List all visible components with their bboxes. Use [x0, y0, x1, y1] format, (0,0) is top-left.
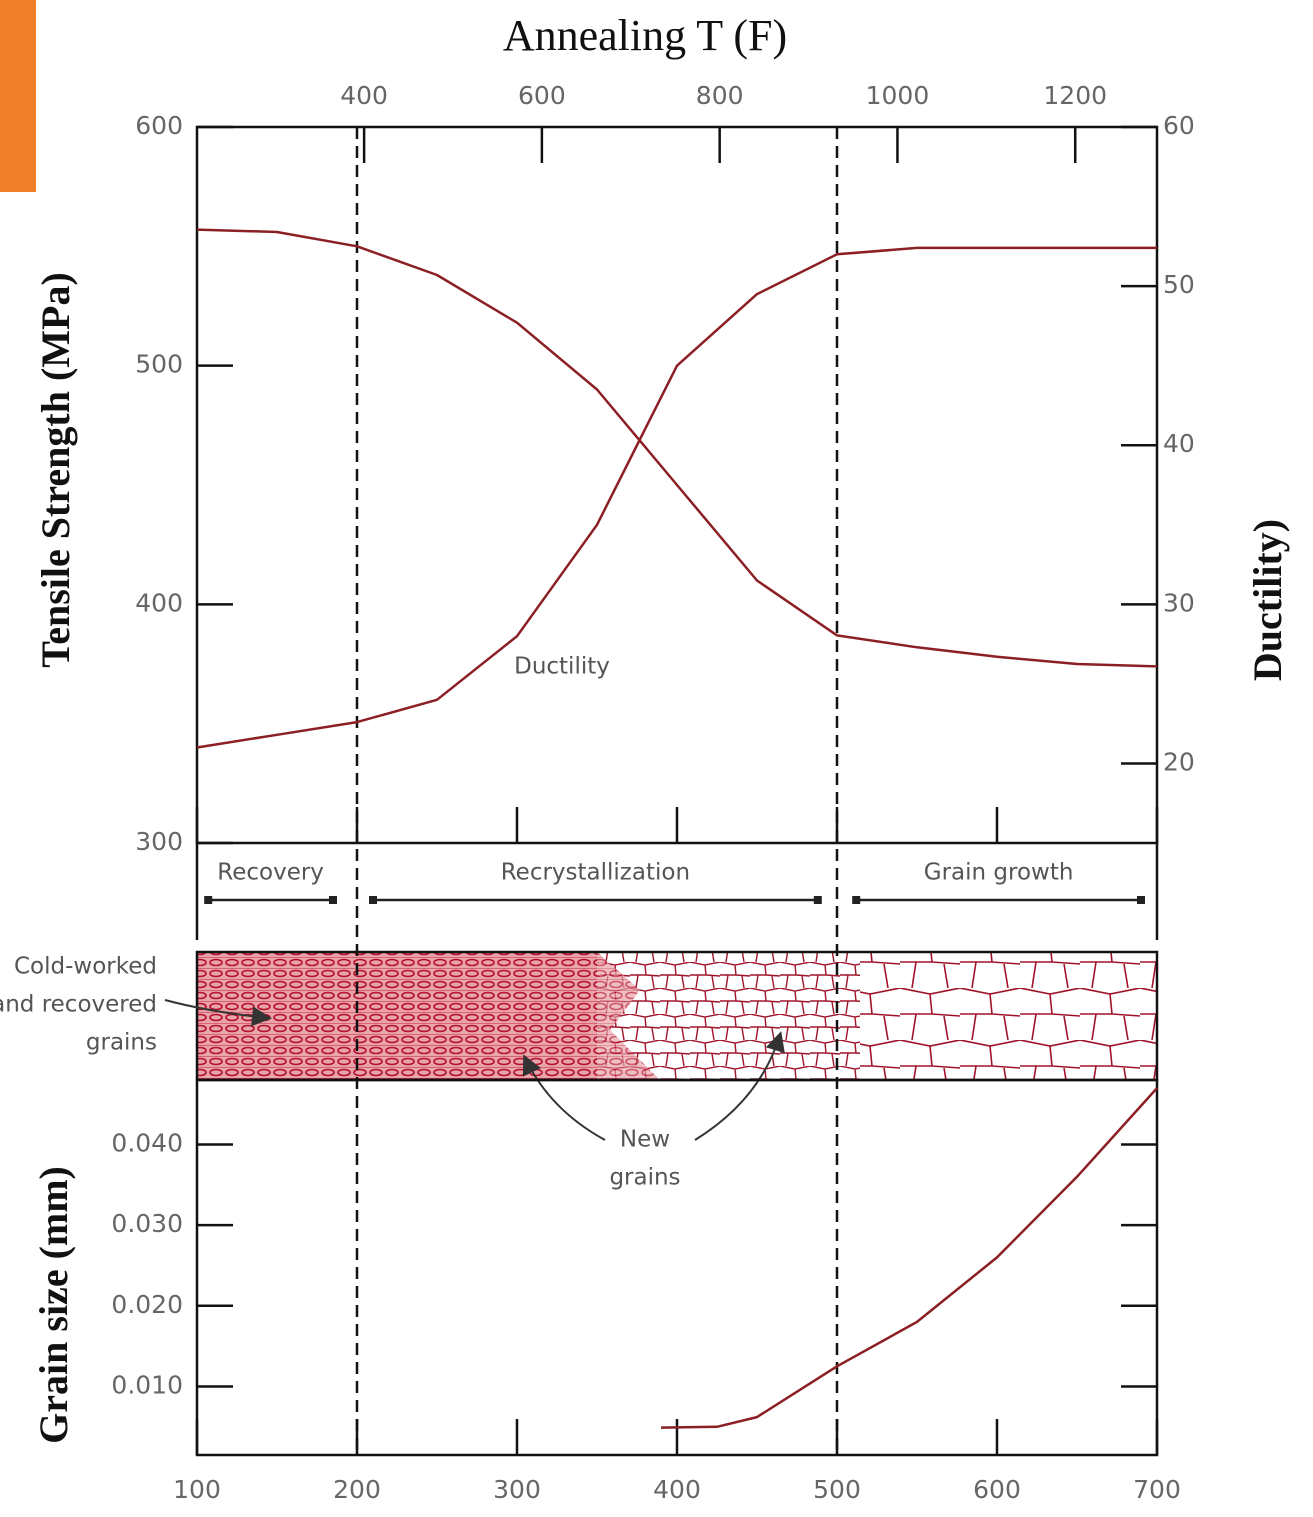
chart: Annealing T (F) Tensile Strength (MPa) D…: [0, 0, 1313, 1517]
y-tick-label: 300: [135, 827, 183, 856]
y2-tick-label: 30: [1163, 588, 1195, 617]
y-tick-label: 0.040: [111, 1129, 183, 1158]
large-grains: [860, 952, 1157, 1080]
y-tick-label: 0.020: [111, 1290, 183, 1319]
phase-end: [369, 896, 377, 904]
phase-end: [204, 896, 212, 904]
x2-tick-label: 1000: [866, 81, 930, 110]
annotation: Ductility: [514, 654, 610, 680]
x-tick-label: 100: [173, 1475, 221, 1504]
phase-label: Grain growth: [924, 860, 1074, 886]
y-tick-label: 400: [135, 588, 183, 617]
x-tick-label: 200: [333, 1475, 381, 1504]
x2-tick-label: 1200: [1043, 81, 1107, 110]
x2-tick-label: 400: [340, 81, 388, 110]
annotation: New: [620, 1127, 670, 1153]
phase-label: Recrystallization: [501, 860, 690, 886]
annotation: grains: [86, 1030, 157, 1056]
y-axis-title: Tensile Strength (MPa): [33, 272, 78, 668]
y2-tick-label: 50: [1163, 270, 1195, 299]
x2-tick-label: 800: [696, 81, 744, 110]
phase-end: [814, 896, 822, 904]
x-tick-label: 600: [973, 1475, 1021, 1504]
y-tick-label: 500: [135, 350, 183, 379]
y-axis-title: Grain size (mm): [31, 1166, 76, 1444]
x-tick-label: 400: [653, 1475, 701, 1504]
annotation: Cold-worked: [14, 954, 157, 980]
x-tick-label: 700: [1133, 1475, 1181, 1504]
x-tick-label: 500: [813, 1475, 861, 1504]
annotation: grains: [609, 1165, 680, 1191]
y2-tick-label: 40: [1163, 429, 1195, 458]
x-tick-label: 300: [493, 1475, 541, 1504]
y-tick-label: 0.030: [111, 1209, 183, 1238]
phase-label: Recovery: [217, 860, 324, 886]
x2-tick-label: 600: [518, 81, 566, 110]
phase-end: [329, 896, 337, 904]
y-tick-label: 0.010: [111, 1370, 183, 1399]
y2-axis-title: Ductility): [1245, 519, 1290, 681]
y-tick-label: 600: [135, 111, 183, 140]
phase-end: [1137, 896, 1145, 904]
y2-tick-label: 20: [1163, 747, 1195, 776]
x2-axis-title: Annealing T (F): [503, 11, 787, 60]
y2-tick-label: 60: [1163, 111, 1195, 140]
annotation: and recovered: [0, 992, 157, 1018]
accent-block: [0, 0, 36, 192]
microstructure: [197, 952, 1157, 1080]
phase-end: [852, 896, 860, 904]
